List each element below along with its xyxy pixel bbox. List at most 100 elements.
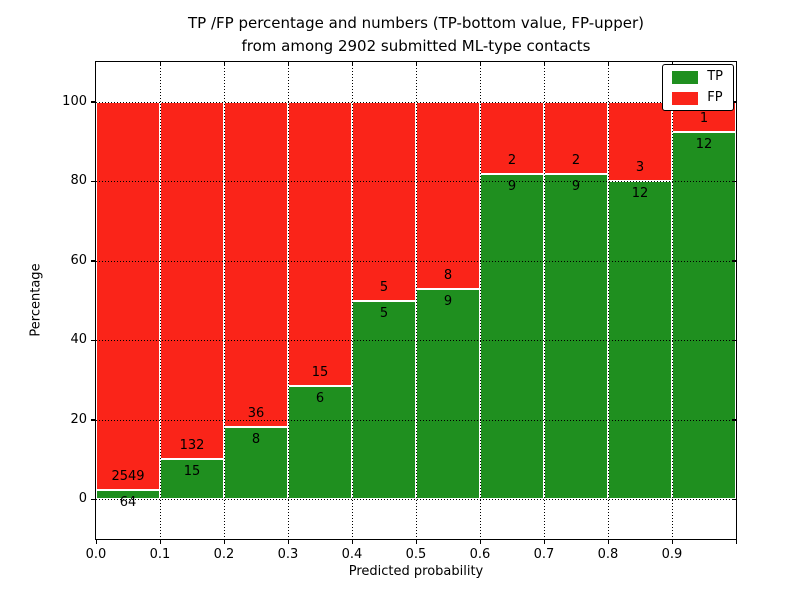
x-tick-top [351,62,353,66]
x-tick [415,539,417,544]
x-tick-label: 0.3 [277,547,299,562]
gridline-y [96,340,736,342]
bar-label-fp: 2 [571,153,581,169]
x-tick-label: 0.7 [533,547,555,562]
chart-title: TP /FP percentage and numbers (TP-bottom… [96,12,736,58]
bar-label-tp: 9 [443,293,453,309]
y-tick-label: 100 [62,93,87,109]
gridline-x [608,62,609,539]
y-tick [91,180,96,183]
y-tick-label: 20 [70,411,87,427]
x-tick-top [223,62,225,66]
y-axis-label: Percentage [28,263,44,337]
bar-segment-tp [224,426,288,500]
bar-segment-tp [352,300,416,500]
x-tick-label: 0.4 [341,547,363,562]
gridline-y [96,181,736,183]
y-tick [91,339,96,342]
y-tick-right [732,339,736,342]
x-tick [159,539,161,544]
legend-label-fp: FP [707,90,723,105]
y-tick-label: 60 [70,252,87,268]
gridline-x [224,62,225,539]
x-tick-top [543,62,545,66]
y-tick [91,101,96,103]
x-tick [479,539,481,544]
bar-label-tp: 8 [251,431,261,447]
bar-label-fp: 5 [379,279,389,295]
y-tick-right [732,419,736,421]
gridline-x [480,62,481,539]
y-tick-right [732,260,736,262]
legend: TP FP [662,64,734,111]
x-tick-top [415,62,417,66]
x-tick [95,539,97,544]
legend-label-tp: TP [707,69,723,84]
gridline-x [352,62,353,539]
gridline-x [544,62,545,539]
bar-label-fp: 132 [179,437,205,453]
x-tick [287,539,289,544]
plot-area: TP FP 2549 64 132 15 36 8 15 6 5 5 8 9 2 9 2 9 3 12 1 12 0.0… [62,61,737,562]
y-tick-label: 40 [70,332,87,348]
bar-label-tp: 6 [315,390,325,406]
x-tick [735,539,737,544]
legend-item-tp: TP [672,70,723,84]
bar-label-fp: 2 [507,153,517,169]
fp-swatch-icon [672,91,699,105]
x-tick-label: 0.0 [85,547,107,562]
x-tick [671,539,673,544]
bar-label-fp: 1 [699,111,709,127]
y-tick [91,419,96,421]
bar-segment-tp [480,174,544,500]
gridline-x [160,62,161,539]
y-tick-right [732,498,736,501]
bar-segment-fp [288,101,352,386]
bar-segment-tp [672,132,736,500]
x-tick [223,539,225,544]
bar-segment-fp [160,101,224,459]
bar-label-tp: 12 [695,137,713,153]
bar-segment-tp [416,288,480,500]
bar-label-fp: 36 [247,405,265,421]
x-tick [351,539,353,544]
bar-label-fp: 15 [311,364,329,380]
gridline-x [288,62,289,539]
x-tick-label: 0.9 [661,547,683,562]
bar-label-fp: 8 [443,267,453,283]
x-tick [543,539,545,544]
gridline-y [96,419,736,421]
x-tick-top [479,62,481,66]
bar-segment-tp [96,489,160,500]
x-tick-label: 0.5 [405,547,427,562]
bar-segment-tp [288,385,352,500]
y-tick-label: 80 [70,173,87,189]
x-tick-top [607,62,609,66]
bar-label-fp: 3 [635,160,645,176]
bar-label-tp: 9 [571,179,581,195]
y-tick-right [732,180,736,183]
x-tick-top [159,62,161,66]
bar-label-tp: 15 [183,463,201,479]
chart-title-line2: from among 2902 submitted ML-type contac… [241,37,591,55]
y-tick-label: 0 [78,491,87,507]
bar-label-tp: 5 [379,305,389,321]
tp-swatch-icon [672,70,699,84]
x-tick-label: 0.6 [469,547,491,562]
gridline-x [416,62,417,539]
bar-segment-tp [160,458,224,500]
bar-label-tp: 9 [507,179,517,195]
bar-segment-fp [352,101,416,301]
bar-label-fp: 2549 [111,468,145,484]
chart-title-line1: TP /FP percentage and numbers (TP-bottom… [188,14,644,32]
bar-segment-fp [224,101,288,427]
x-tick-label: 0.8 [597,547,619,562]
x-tick-label: 0.1 [149,547,171,562]
x-tick-label: 0.2 [213,547,235,562]
x-tick-top [287,62,289,66]
gridline-x [672,62,673,539]
bar-label-tp: 12 [631,186,649,202]
x-tick [607,539,609,544]
bar-label-tp: 64 [119,494,137,510]
